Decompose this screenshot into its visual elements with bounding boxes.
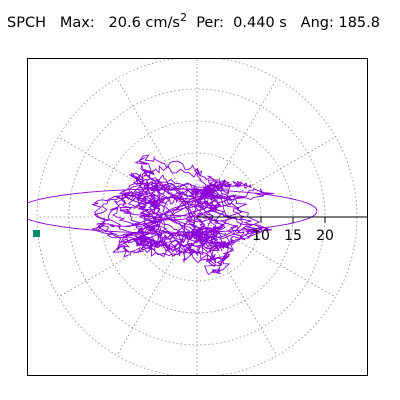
radial-axis: 10 15 20 bbox=[197, 216, 367, 244]
peak-marker bbox=[33, 230, 40, 237]
grid-spoke bbox=[58, 216, 198, 298]
grid-spoke bbox=[116, 216, 198, 356]
grid-spoke bbox=[196, 78, 278, 218]
peak-marker-layer bbox=[33, 230, 40, 237]
per-label: Per: bbox=[196, 15, 224, 31]
grid-spoke bbox=[196, 216, 336, 298]
trace-path-inner bbox=[91, 154, 274, 276]
radial-tick-label: 20 bbox=[316, 228, 334, 244]
max-label: Max: bbox=[59, 15, 95, 31]
radial-tick-label: 15 bbox=[284, 228, 302, 244]
chart-header: SPCH Max: 20.6 cm/s2 Per: 0.440 s Ang: 1… bbox=[7, 11, 380, 33]
particle-motion-trace bbox=[28, 154, 318, 276]
grid-spoke bbox=[196, 216, 278, 356]
radial-tick-label: 10 bbox=[252, 228, 270, 244]
plot-frame bbox=[27, 58, 368, 376]
ang-label: Ang: bbox=[300, 15, 334, 31]
grid-spoke bbox=[196, 136, 336, 218]
grid-spoke bbox=[58, 136, 198, 218]
max-unit-exponent: 2 bbox=[179, 11, 187, 24]
station-code: SPCH bbox=[7, 15, 46, 31]
per-value: 0.440 s bbox=[233, 15, 287, 31]
ang-value: 185.8 bbox=[338, 15, 380, 31]
grid-spoke bbox=[116, 78, 198, 218]
trace-path-outer bbox=[28, 188, 318, 234]
max-value: 20.6 bbox=[108, 15, 141, 31]
max-unit: cm/s bbox=[145, 15, 180, 31]
